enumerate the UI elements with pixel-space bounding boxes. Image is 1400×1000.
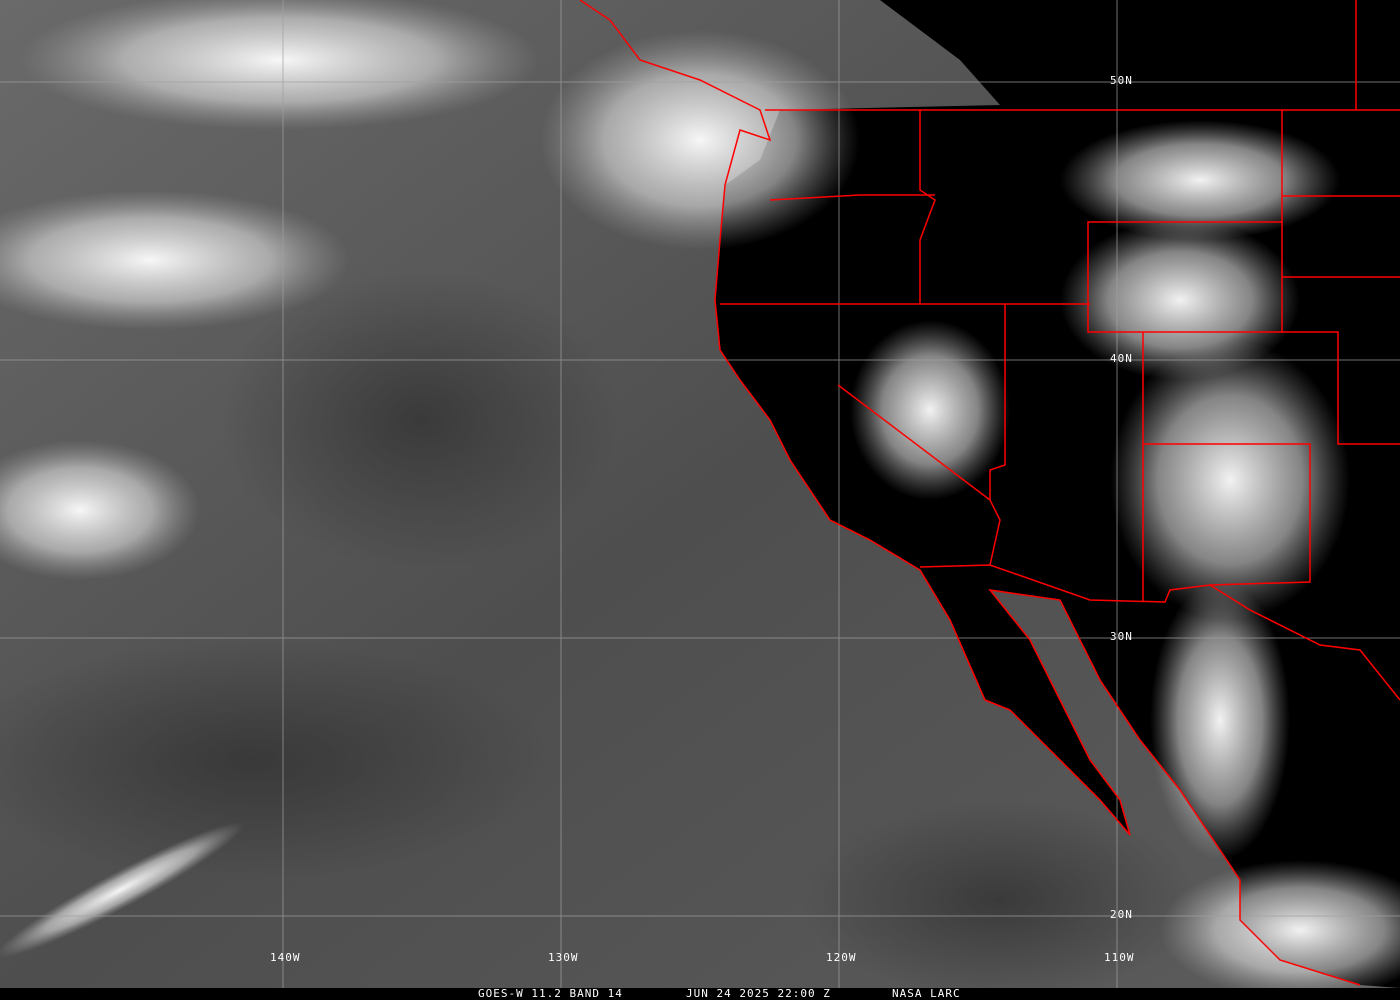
mexico-border <box>919 564 1400 701</box>
timestamp: JUN 24 2025 22:00 Z <box>686 987 831 1000</box>
data-source: NASA LARC <box>892 987 961 1000</box>
nv-border <box>989 304 1006 500</box>
wy-border <box>1281 110 1400 278</box>
satellite-band: GOES-W 11.2 BAND 14 <box>478 987 623 1000</box>
lat-label-20n: 20N <box>1110 908 1133 921</box>
ca-nv-diagonal <box>837 384 1001 566</box>
political-borders <box>579 0 1400 986</box>
dark-ocean-patches <box>0 270 1200 1000</box>
co-border <box>1282 331 1400 445</box>
lat-label-40n: 40N <box>1110 352 1133 365</box>
lon-label-120w: 120W <box>826 951 857 964</box>
nm-border <box>1143 443 1311 586</box>
lon-label-110w: 110W <box>1104 951 1135 964</box>
lon-label-140w: 140W <box>270 951 301 964</box>
lat-label-30n: 30N <box>1110 630 1133 643</box>
footer-bar: GOES-W 11.2 BAND 14 JUN 24 2025 22:00 Z … <box>0 988 1400 1000</box>
wa-or-border <box>769 194 935 201</box>
lat-label-50n: 50N <box>1110 74 1133 87</box>
coastline <box>579 0 1361 986</box>
lon-label-130w: 130W <box>548 951 579 964</box>
id-border <box>919 110 936 304</box>
